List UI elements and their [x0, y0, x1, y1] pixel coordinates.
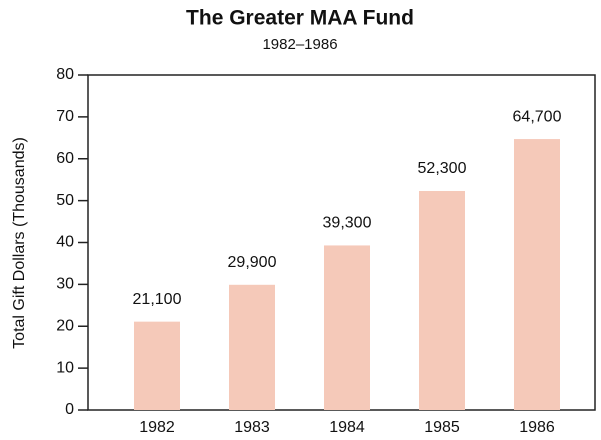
data-label: 39,300 [323, 215, 372, 232]
y-tick-label: 80 [56, 66, 74, 83]
y-tick-label: 50 [56, 192, 74, 209]
data-label: 29,900 [228, 254, 277, 271]
x-tick-label: 1984 [329, 419, 365, 436]
chart-title: The Greater MAA Fund [186, 7, 414, 30]
x-tick-label: 1982 [139, 419, 175, 436]
bar [419, 190, 465, 410]
y-tick-label: 10 [56, 359, 74, 376]
x-tick-label: 1983 [234, 419, 270, 436]
y-tick-label: 60 [56, 150, 74, 167]
y-tick-label: 30 [56, 276, 74, 293]
x-tick-label: 1986 [519, 419, 555, 436]
data-label: 52,300 [418, 160, 467, 177]
y-tick-label: 40 [56, 234, 74, 251]
y-axis-label: Total Gift Dollars (Thousands) [11, 137, 28, 349]
y-tick-label: 70 [56, 108, 74, 125]
bar [514, 139, 560, 410]
bar [134, 321, 180, 410]
chart-subtitle: 1982–1986 [262, 36, 337, 53]
x-tick-label: 1985 [424, 419, 460, 436]
data-label: 21,100 [133, 291, 182, 308]
bar [229, 284, 275, 410]
y-tick-label: 0 [65, 401, 74, 418]
y-tick-label: 20 [56, 317, 74, 334]
bar [324, 245, 370, 410]
data-label: 64,700 [513, 108, 562, 125]
